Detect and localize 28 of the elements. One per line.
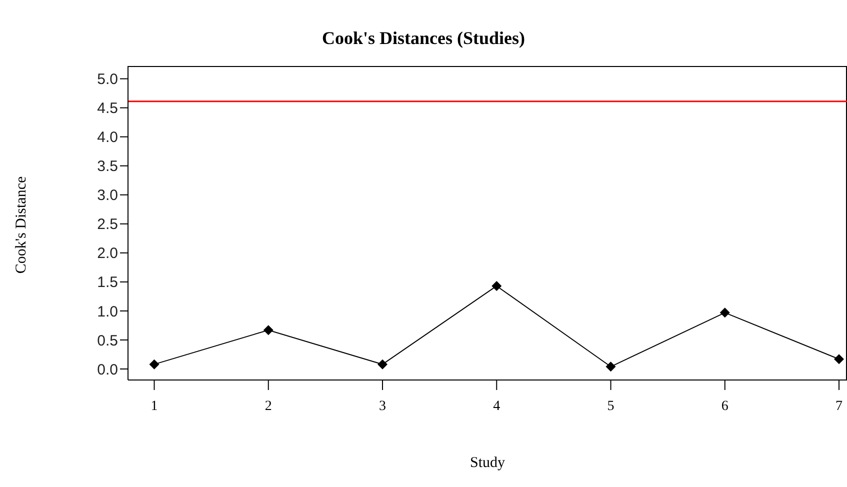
chart-title: Cook's Distances (Studies) [320,28,526,49]
y-axis-title: Cook's Distance [14,176,30,274]
x-tick-label: 1 [150,398,158,414]
y-tick-label: 1.0 [97,303,118,320]
point [834,354,844,364]
y-tick-label: 4.5 [97,100,118,118]
y-tick-label: 3.5 [97,158,118,176]
y-tick-label: 2.5 [97,216,118,234]
x-tick-label: 7 [836,398,843,414]
point [263,325,274,336]
x-tick-label: 3 [379,398,386,414]
point [378,359,388,370]
y-tick-label: 0.0 [97,361,118,378]
y-tick-label: 0.5 [97,332,118,350]
point [492,280,502,291]
y-tick-label: 3.0 [97,187,118,204]
x-tick-label: 4 [493,398,500,414]
point [720,308,730,318]
x-tick-label: 6 [721,398,728,414]
point [149,359,160,370]
y-tick-label: 4.0 [97,129,118,146]
y-tick-label: 1.5 [97,274,118,292]
y-tick-label: 2.0 [97,245,118,262]
x-tick-label: 2 [264,398,272,414]
x-axis-title: Study [468,455,506,472]
y-tick-label: 5.0 [97,71,118,88]
point [606,362,616,372]
x-tick-label: 5 [607,398,614,414]
